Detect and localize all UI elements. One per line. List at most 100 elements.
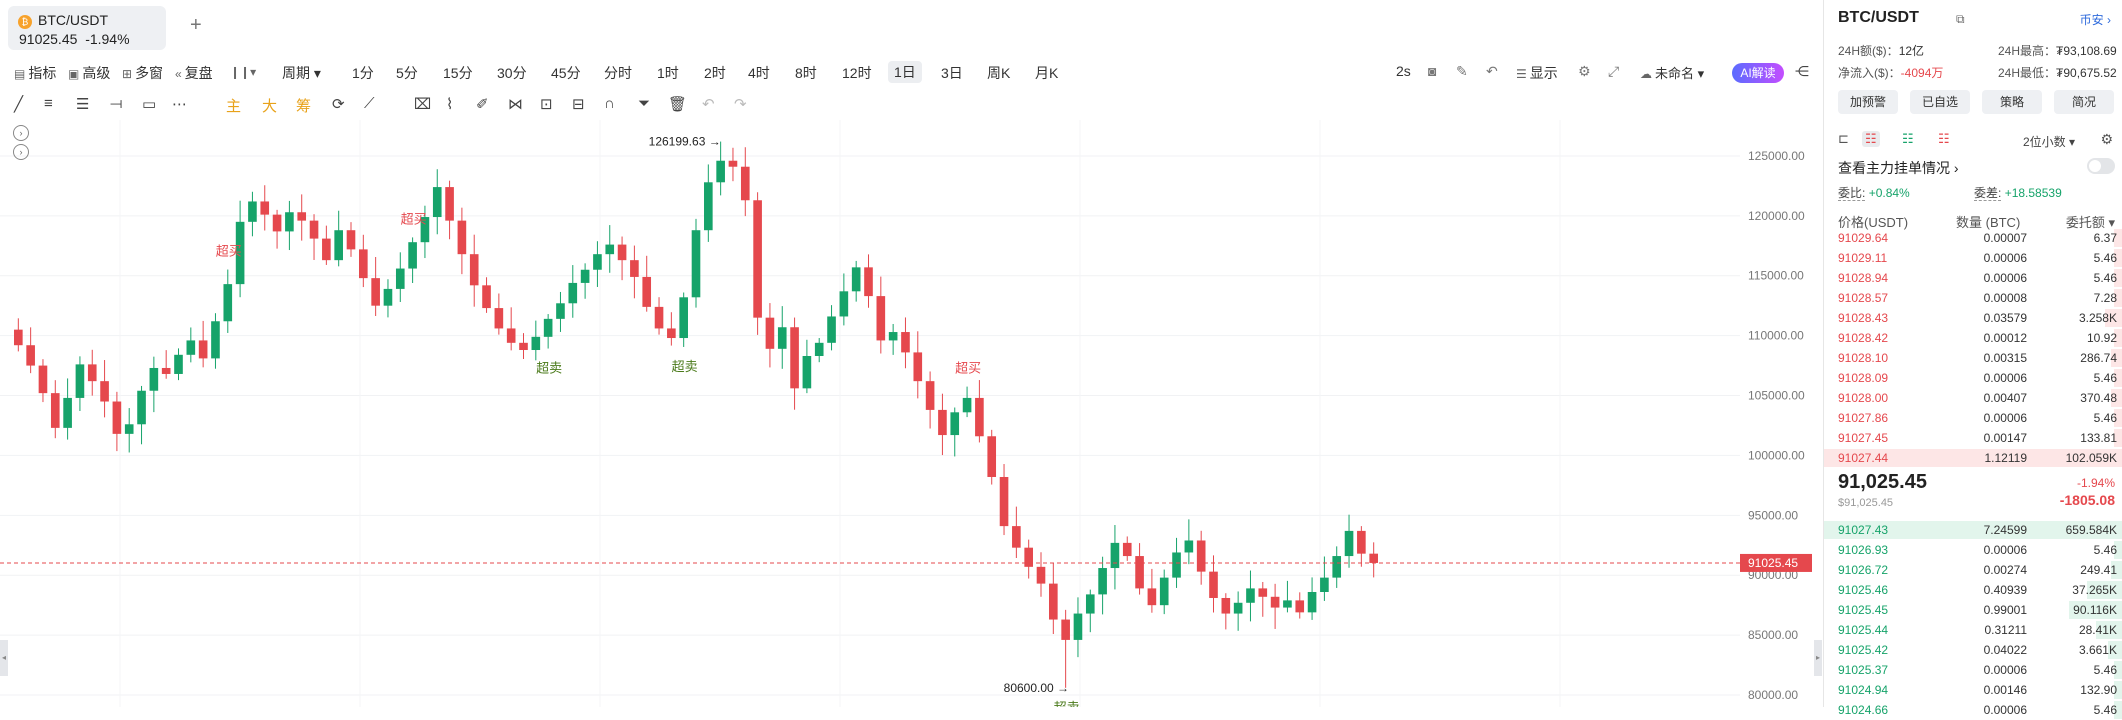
bids-only-icon[interactable]: ☷ [1902,131,1914,146]
candle-body[interactable] [1172,552,1181,578]
candle-body[interactable] [1258,588,1268,597]
indicators-button[interactable]: ▤ 指标 [14,65,57,81]
candle-body[interactable] [1073,613,1083,640]
candle-body[interactable] [605,244,615,255]
candle-body[interactable] [950,412,960,436]
candle-body[interactable] [851,267,861,292]
candle-body[interactable] [75,364,85,398]
undo-draw-icon[interactable]: ↶ [702,96,715,113]
chart-svg[interactable]: 125000.00 120000.00 115000.00 110000.00 1050… [0,120,1822,707]
candle-body[interactable] [617,244,627,261]
candle-body[interactable] [777,327,787,349]
candle-body[interactable] [753,200,762,318]
candle-body[interactable] [395,268,405,289]
candle-body[interactable] [248,201,257,222]
candle-body[interactable] [260,201,270,215]
bid-row[interactable]: 91027.43 7.24599 659.584K [1824,520,2122,540]
bid-row[interactable]: 91026.72 0.00274 249.41 [1824,560,2122,580]
candle-body[interactable] [1085,594,1095,614]
candle-body[interactable] [186,340,196,355]
magnet-icon[interactable]: ∩ [604,95,615,112]
candle-body[interactable] [334,230,343,261]
candle-body[interactable] [827,316,836,343]
main-force-toggle[interactable]: 主 [226,98,242,115]
candle-body[interactable] [728,160,738,167]
candle-body[interactable] [174,354,183,374]
candle-body[interactable] [1233,602,1243,614]
bid-row[interactable]: 91025.45 0.99001 90.116K [1824,600,2122,620]
text-tool-icon[interactable]: ⌧ [414,96,432,113]
candle-body[interactable] [1246,588,1255,603]
big-order-toggle[interactable]: 大 [262,98,278,115]
candlestick-chart[interactable]: 125000.00 120000.00 115000.00 110000.00 1050… [0,120,1822,707]
ask-row[interactable]: 91028.00 0.00407 370.48 [1824,388,2122,408]
candle-body[interactable] [432,187,442,218]
candle-body[interactable] [864,267,873,297]
candle-body[interactable] [1320,577,1329,592]
candle-body[interactable] [235,221,245,285]
period-1d[interactable]: 1日 [888,61,922,83]
ask-row[interactable]: 91027.86 0.00006 5.46 [1824,408,2122,428]
candle-body[interactable] [568,282,578,304]
candle-body[interactable] [211,321,220,359]
copy-icon[interactable]: ⧉ [1956,12,1965,26]
candle-body[interactable] [506,328,516,343]
candle-body[interactable] [198,340,208,359]
main-orders-toggle[interactable] [2087,158,2115,174]
lock-icon[interactable]: ⊡ [540,96,553,113]
period-5m[interactable]: 5分 [396,65,418,81]
period-8h[interactable]: 8时 [795,65,817,81]
candle-body[interactable] [63,397,72,428]
candle-body[interactable] [876,296,886,341]
add-tab-button[interactable]: + [190,14,202,36]
period-dropdown[interactable]: 周期 ▾ [282,65,321,81]
undo-icon[interactable]: ↶ [1486,63,1498,79]
period-1w[interactable]: 周K [987,65,1011,81]
camera-icon[interactable]: ◙ [1428,63,1437,79]
layout-dropdown[interactable]: ☁ 未命名 ▾ [1640,66,1705,81]
ask-row[interactable]: 91029.64 0.00007 6.37 [1824,228,2122,248]
candle-body[interactable] [1135,556,1144,589]
candle-body[interactable] [322,238,331,261]
candle-body[interactable] [359,249,368,279]
bid-row[interactable]: 91025.37 0.00006 5.46 [1824,660,2122,680]
pattern-icon[interactable]: ⋈ [508,96,523,113]
candle-body[interactable] [457,220,467,255]
share-icon[interactable]: ⋲ [1795,63,1809,79]
candle-body[interactable] [1012,526,1021,548]
ask-row[interactable]: 91029.11 0.00006 5.46 [1824,248,2122,268]
brush-icon[interactable]: ✐ [476,96,489,113]
candle-body[interactable] [38,365,48,394]
candle-body[interactable] [1061,619,1070,640]
symbol-tab[interactable]: ₿ BTC/USDT 91025.45 -1.94% [8,6,166,50]
candle-body[interactable] [371,278,380,306]
sync-icon[interactable]: ⟳ [332,96,345,113]
candle-body[interactable] [297,212,307,221]
ask-row[interactable]: 91028.09 0.00006 5.46 [1824,368,2122,388]
candle-body[interactable] [285,212,294,232]
candle-body[interactable] [1221,597,1231,614]
period-1h[interactable]: 1时 [657,65,679,81]
candle-body[interactable] [1344,530,1354,557]
candle-body[interactable] [716,160,725,183]
candle-body[interactable] [1307,591,1317,613]
period-30m[interactable]: 30分 [497,65,527,81]
candle-body[interactable] [87,364,97,382]
candle-body[interactable] [100,381,109,402]
advanced-button[interactable]: ▣ 高级 [68,65,111,81]
trendline-icon[interactable]: ╱ [14,96,24,113]
scroll-right-handle[interactable]: ▸ [1814,640,1822,676]
add-alert-button[interactable]: 加预警 [1838,90,1898,114]
candle-body[interactable] [802,355,812,389]
fullscreen-icon[interactable]: ⤢ [1608,63,1620,79]
bid-row[interactable]: 91026.93 0.00006 5.46 [1824,540,2122,560]
strategy-button[interactable]: 策略 [1982,90,2042,114]
parallel-lines-icon[interactable]: ≡ [44,95,53,112]
ray-icon[interactable]: ⟞ [110,95,123,112]
candle-body[interactable] [50,393,60,428]
candle-body[interactable] [124,424,134,434]
candle-body[interactable] [790,327,799,389]
candle-body[interactable] [383,288,393,306]
display-button[interactable]: ☰ 显示 [1516,65,1558,81]
horizontal-lines-icon[interactable]: ☰ [76,96,90,113]
